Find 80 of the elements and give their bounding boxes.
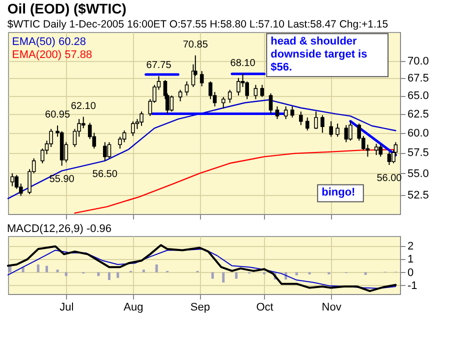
- candlestick: [314, 111, 318, 130]
- candlestick: [305, 117, 310, 131]
- candlestick: [260, 84, 264, 98]
- annotation: 60.95: [45, 109, 70, 120]
- candlestick: [178, 89, 182, 102]
- x-tick-label: Jul: [60, 302, 74, 314]
- y-tick-label: 1: [408, 254, 414, 266]
- bar: [36, 264, 40, 272]
- annotation: 68.10: [230, 58, 256, 69]
- chart-title: MACD(12,26,9) -0.96: [7, 223, 112, 235]
- x-tick-label: Sep: [190, 302, 210, 314]
- candlestick: [107, 142, 112, 159]
- candlestick: [284, 106, 288, 120]
- candlestick: [374, 143, 378, 156]
- candlestick: [221, 96, 226, 110]
- y-tick-label: 70.0: [408, 56, 429, 68]
- candlestick: [208, 80, 212, 100]
- x-tick-label: Nov: [322, 302, 342, 314]
- bar: [108, 272, 110, 280]
- y-tick-label: 57.5: [408, 147, 429, 160]
- candlestick: [329, 120, 333, 138]
- candlestick: [344, 124, 348, 143]
- bar: [211, 272, 214, 279]
- annotation: 67.75: [146, 60, 172, 72]
- candlestick: [131, 120, 135, 136]
- candlestick: [81, 116, 86, 129]
- candlestick: [387, 151, 392, 166]
- candlestick: [184, 80, 189, 96]
- y-tick-label: 62.5: [408, 108, 429, 120]
- candlestick: [299, 111, 303, 126]
- bar: [222, 272, 225, 283]
- bar: [8, 266, 12, 272]
- y-tick-label: 67.5: [408, 72, 429, 84]
- y-tick-label: -1: [408, 280, 418, 292]
- y-tick-label: 2: [408, 240, 414, 252]
- candlestick: [290, 106, 294, 118]
- y-tick-label: 60.0: [408, 127, 429, 140]
- candlestick: [228, 89, 232, 104]
- bar: [64, 272, 68, 276]
- annotation: 56.00: [376, 172, 402, 184]
- candlestick: [348, 120, 352, 142]
- bar: [235, 272, 238, 279]
- candlestick: [378, 144, 383, 158]
- bar: [155, 264, 158, 272]
- text: EMA(200) 57.88: [12, 49, 92, 61]
- annotation: head & shoulder downside target is $56.: [270, 36, 368, 74]
- candlestick: [118, 136, 122, 150]
- annotation: 56.50: [92, 168, 118, 180]
- candlestick: [170, 95, 174, 112]
- candlestick: [320, 114, 324, 134]
- bar: [142, 270, 145, 272]
- y-tick-label: 55.0: [408, 168, 429, 180]
- annotation: 70.85: [182, 39, 208, 50]
- bar: [46, 266, 48, 272]
- y-tick-label: 52.5: [408, 189, 429, 202]
- x-tick-label: Aug: [124, 302, 144, 314]
- candlestick: [103, 142, 107, 162]
- candlestick: [275, 106, 280, 120]
- chart-subtitle: $WTIC Daily 1-Dec-2005 16:00ET O:57.55 H:58.80 L:57.10 Last:58.47 Chg:+1.15: [7, 18, 388, 30]
- candlestick: [200, 70, 204, 87]
- candlestick: [268, 92, 273, 114]
- annotation: 62.10: [70, 100, 96, 112]
- bar: [116, 272, 120, 278]
- text: EMA(50) 60.28: [12, 36, 86, 48]
- candlestick: [254, 84, 258, 100]
- annotation: bingo!: [322, 186, 356, 199]
- chart-title: Oil (EOD) ($WTIC): [7, 0, 126, 16]
- annotation: 55.90: [49, 174, 75, 185]
- bar: [56, 270, 59, 272]
- y-tick-label: 0: [408, 266, 414, 279]
- candlestick: [14, 174, 19, 190]
- bar: [97, 272, 100, 276]
- x-tick-label: Oct: [256, 302, 274, 314]
- y-tick-label: 65.0: [408, 90, 429, 102]
- candlestick: [122, 130, 126, 143]
- bar: [364, 272, 367, 275]
- candlestick: [336, 123, 340, 138]
- bar: [295, 272, 298, 276]
- candlestick: [236, 77, 240, 96]
- candlestick: [140, 111, 144, 126]
